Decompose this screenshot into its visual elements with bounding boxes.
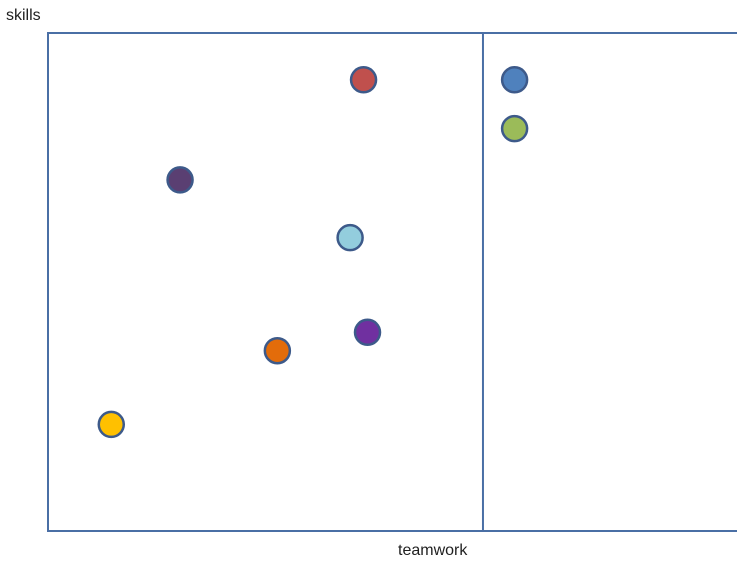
data-point-purple xyxy=(353,318,382,347)
data-point-green xyxy=(500,114,529,143)
data-point-red xyxy=(349,66,378,94)
data-point-dark-purple xyxy=(166,166,194,194)
x-axis-label: teamwork xyxy=(398,542,468,559)
data-point-yellow xyxy=(97,410,126,439)
data-point-light-blue xyxy=(336,223,364,252)
y-axis-label: skills xyxy=(6,7,41,24)
data-point-orange xyxy=(263,336,292,365)
data-point-blue xyxy=(500,66,529,94)
plot-frame xyxy=(47,32,737,532)
